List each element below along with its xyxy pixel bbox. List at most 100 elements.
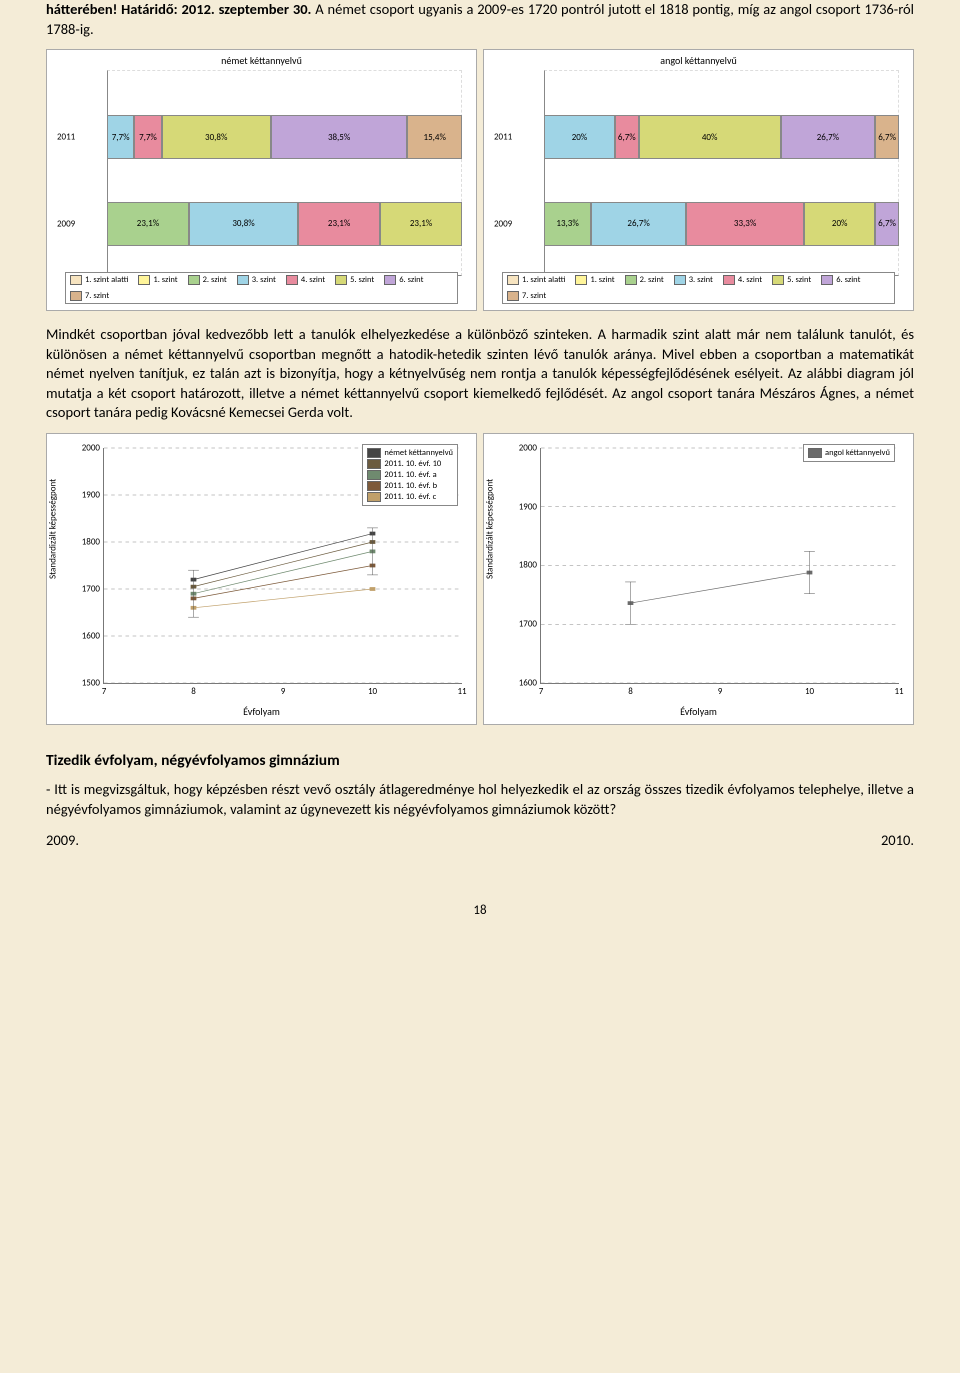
stacked-chart-left: német kéttannyelvű 20117,7%7,7%30,8%38,5… [46,49,477,311]
y-tick: 1700 [62,583,100,594]
legend-swatch [70,275,82,285]
x-tick: 8 [628,686,633,697]
x-tick: 7 [539,686,544,697]
bar-segment: 6,7% [875,202,899,246]
legend-item: 7. szint [70,291,109,301]
bar-year-label: 2009 [494,218,536,229]
legend-swatch [625,275,637,285]
x-axis-label: Évfolyam [243,705,280,718]
year-right: 2010. [881,831,914,849]
y-tick: 1800 [499,560,537,571]
legend-swatch [286,275,298,285]
stack-legend-right: 1. szint alatti 1. szint 2. szint 3. szint 4… [502,272,895,304]
legend-item: 5. szint [335,275,374,285]
legend-swatch [507,291,519,301]
y-tick: 1900 [499,501,537,512]
paragraph-3: - Itt is megvizsgáltuk, hogy képzésben r… [46,780,914,819]
legend-swatch [367,448,381,458]
legend-item: 1. szint [138,275,177,285]
bar-segment: 6,7% [615,115,639,159]
legend-item: 1. szint [575,275,614,285]
bar-segment: 26,7% [781,115,876,159]
line-legend-right: angol kéttannyelvű [803,444,895,462]
legend-label: 6. szint [836,275,860,285]
bar-segment: 20% [804,202,875,246]
bar-year-label: 2011 [57,132,99,143]
x-tick: 10 [805,686,814,697]
line-svg-right [541,448,899,683]
x-tick: 11 [457,686,466,697]
x-tick: 7 [102,686,107,697]
legend-label: 2. szint [203,275,227,285]
y-tick: 2000 [62,442,100,453]
legend-swatch [367,492,381,502]
legend-swatch [70,291,82,301]
stack-area-right: 201120%6,7%40%26,7%6,7%200913,3%26,7%33,… [544,80,899,276]
legend-swatch [335,275,347,285]
bar-segment: 7,7% [107,115,134,159]
legend-item: 1. szint alatti [70,275,128,285]
legend-item: 2. szint [188,275,227,285]
legend-item: 3. szint [237,275,276,285]
legend-item: 4. szint [286,275,325,285]
x-axis-label: Évfolyam [680,705,717,718]
legend-item: 2011. 10. évf. c [367,492,453,502]
legend-item: 6. szint [384,275,423,285]
line-chart-left: Standardizált képességpont 1500160017001… [46,433,477,725]
bar-segment: 30,8% [189,202,298,246]
bar-segment: 6,7% [875,115,899,159]
legend-label: 6. szint [399,275,423,285]
line-chart-right: Standardizált képességpont 1600170018001… [483,433,914,725]
y-tick: 1700 [499,619,537,630]
legend-label: 3. szint [689,275,713,285]
legend-label: 7. szint [522,291,546,301]
bar-segment: 23,1% [107,202,189,246]
y-tick: 1900 [62,489,100,500]
bar-segment: 7,7% [134,115,161,159]
legend-item: német kéttannyelvű [367,448,453,458]
legend-swatch [507,275,519,285]
legend-label: 2011. 10. évf. c [384,492,436,502]
bar-segment: 26,7% [591,202,686,246]
legend-swatch [237,275,249,285]
legend-swatch [367,470,381,480]
legend-item: 7. szint [507,291,546,301]
legend-label: 5. szint [350,275,374,285]
bar-segment: 15,4% [407,115,462,159]
legend-item: 5. szint [772,275,811,285]
legend-label: 2011. 10. évf. b [384,481,437,491]
legend-label: 3. szint [252,275,276,285]
legend-label: 2. szint [640,275,664,285]
stack-area-left: 20117,7%7,7%30,8%38,5%15,4%200923,1%30,8… [107,80,462,276]
legend-item: 2011. 10. évf. 10 [367,459,453,469]
bar-segment: 20% [544,115,615,159]
legend-label: 4. szint [301,275,325,285]
legend-swatch [188,275,200,285]
legend-label: 4. szint [738,275,762,285]
x-tick: 9 [718,686,723,697]
bar-segment: 23,1% [380,202,462,246]
bar-segment: 38,5% [271,115,408,159]
intro-bold: hátterében! Határidő: 2012. szeptember 3… [46,0,311,18]
legend-label: 2011. 10. évf. a [384,470,436,480]
y-tick: 2000 [499,442,537,453]
legend-swatch [575,275,587,285]
chart-title: angol kéttannyelvű [484,50,913,67]
legend-item: 2011. 10. évf. b [367,481,453,491]
x-tick: 11 [894,686,903,697]
x-tick: 10 [368,686,377,697]
legend-label: 1. szint [590,275,614,285]
y-tick: 1600 [62,630,100,641]
bar-row: 200923,1%30,8%23,1%23,1% [107,202,462,246]
section-heading: Tizedik évfolyam, négyévfolyamos gimnázi… [46,751,914,770]
legend-swatch [674,275,686,285]
legend-item: angol kéttannyelvű [808,448,890,458]
bar-segment: 40% [639,115,781,159]
bar-segment: 30,8% [162,115,271,159]
legend-item: 1. szint alatti [507,275,565,285]
stack-legend-left: 1. szint alatti 1. szint 2. szint 3. szint 4… [65,272,458,304]
y-tick: 1800 [62,536,100,547]
stacked-chart-right: angol kéttannyelvű 201120%6,7%40%26,7%6,… [483,49,914,311]
y-axis-label: Standardizált képességpont [48,479,59,579]
legend-swatch [772,275,784,285]
